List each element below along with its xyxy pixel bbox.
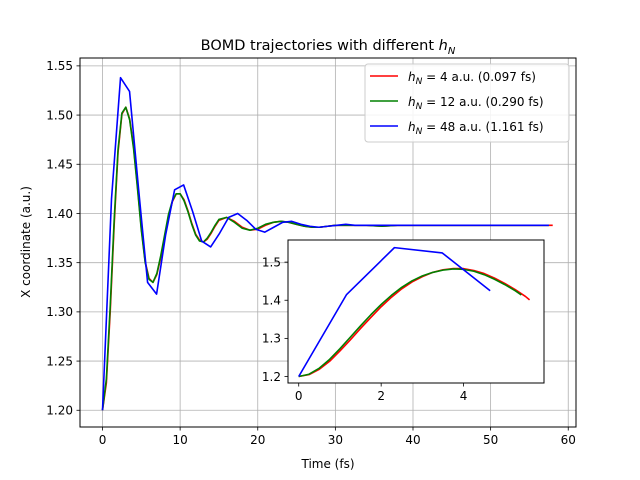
- main-series-line-2: [101, 76, 549, 411]
- inset-x-tick-label: 2: [377, 389, 385, 403]
- legend: hN = 4 a.u. (0.097 fs) hN = 12 a.u. (0.2…: [364, 63, 570, 143]
- main-y-tick-label: 1.35: [46, 256, 73, 270]
- chart-title-text: BOMD trajectories with different: [201, 38, 439, 54]
- main-x-tick-label: 60: [561, 433, 576, 447]
- inset-series-line-1: [298, 268, 522, 378]
- inset-y-tick-label: 1.3: [262, 332, 281, 346]
- main-plot-frame: [79, 57, 577, 428]
- inset-y-tick-label: 1.5: [262, 255, 281, 269]
- inset-ticks: 0 2 4 1.2 1.3 1.4 1.5: [262, 255, 468, 403]
- main-ticks: 0 10 20 30 40 50 601.201.251.301.351.401.451.5…: [46, 59, 576, 447]
- legend-entry-hn4: hN = 4 a.u. (0.097 fs): [408, 70, 536, 87]
- inset-x-tick-label: 4: [460, 389, 468, 403]
- main-series-layer: [101, 76, 553, 411]
- inset-x-tick-label: 0: [295, 389, 303, 403]
- main-y-tick-label: 1.50: [46, 108, 73, 122]
- chart-title: BOMD trajectories with different hN: [201, 38, 456, 57]
- inset-y-tick-label: 1.4: [262, 294, 281, 308]
- legend-entry-hn48: hN = 48 a.u. (1.161 fs): [408, 120, 544, 137]
- chart-title-math: h: [439, 38, 448, 54]
- main-x-tick-label: 30: [328, 433, 343, 447]
- inset-series-layer: [298, 246, 531, 378]
- chart-title-math-sub: N: [448, 46, 456, 57]
- main-y-tick-label: 1.20: [46, 404, 73, 418]
- main-x-tick-label: 10: [172, 433, 187, 447]
- main-y-tick-label: 1.55: [46, 59, 73, 73]
- inset-y-tick-label: 1.2: [262, 370, 281, 384]
- main-y-tick-label: 1.25: [46, 354, 73, 368]
- inset-series-line-0: [298, 267, 531, 378]
- inset-series-line-2: [298, 246, 491, 377]
- y-axis-label: X coordinate (a.u.): [19, 186, 33, 298]
- legend-entry-hn12: hN = 12 a.u. (0.290 fs): [408, 95, 544, 112]
- main-x-tick-label: 50: [483, 433, 498, 447]
- main-x-tick-label: 20: [250, 433, 265, 447]
- main-x-tick-label: 0: [99, 433, 107, 447]
- x-axis-label: Time (fs): [300, 457, 354, 471]
- main-y-tick-label: 1.30: [46, 305, 73, 319]
- main-y-tick-label: 1.45: [46, 158, 73, 172]
- legend-box: [364, 63, 570, 143]
- main-y-tick-label: 1.40: [46, 207, 73, 221]
- main-x-tick-label: 40: [405, 433, 420, 447]
- inset-plot-frame: [287, 239, 545, 384]
